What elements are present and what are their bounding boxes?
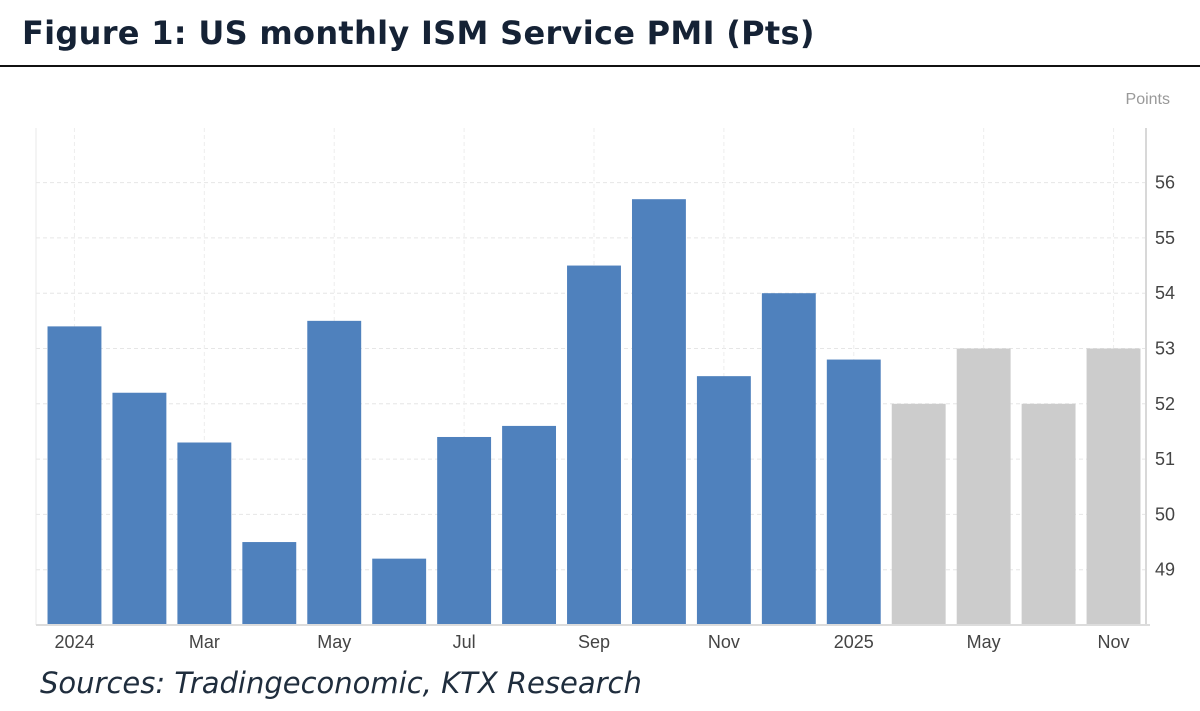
y-tick-label: 55: [1155, 228, 1175, 248]
axes: 49 50 51 52 53 54 55 56 2024 Mar May Jul Sep Nov 2025 M…: [35, 128, 1175, 652]
bar-actual: [112, 392, 167, 625]
y-tick-label: 49: [1155, 560, 1175, 580]
x-tick-label: Jul: [453, 632, 476, 652]
x-tick-label: Nov: [1098, 632, 1130, 652]
y-tick-label: 54: [1155, 283, 1175, 303]
bar-actual: [437, 436, 492, 625]
x-tick-label: Nov: [708, 632, 740, 652]
x-tick-label: May: [317, 632, 351, 652]
bars: [47, 199, 1141, 625]
x-tick-label: 2024: [54, 632, 94, 652]
x-tick-label: Mar: [189, 632, 220, 652]
bar-actual: [372, 558, 427, 625]
y-tick-label: 56: [1155, 173, 1175, 193]
x-tick-label: 2025: [834, 632, 874, 652]
bar-actual: [47, 326, 102, 625]
bar-actual: [242, 542, 297, 625]
bar-actual: [177, 442, 232, 625]
title-divider: [0, 65, 1200, 67]
bar-forecast: [956, 348, 1011, 625]
y-tick-label: 51: [1155, 449, 1175, 469]
y-axis-unit-label: Points: [1126, 91, 1170, 108]
y-tick-label: 50: [1155, 504, 1175, 524]
bar-actual: [761, 293, 816, 625]
bar-forecast: [1021, 403, 1076, 625]
y-tick-label: 53: [1155, 339, 1175, 359]
bar-forecast: [891, 403, 946, 625]
bar-actual: [696, 376, 751, 625]
x-tick-label: May: [967, 632, 1001, 652]
bar-actual: [631, 199, 686, 625]
bar-actual: [502, 425, 557, 625]
bar-actual: [567, 265, 621, 625]
source-note: Sources: Tradingeconomic, KTX Research: [40, 666, 642, 700]
bar-actual: [826, 359, 881, 625]
figure-title: Figure 1: US monthly ISM Service PMI (Pt…: [22, 14, 815, 52]
bar-chart: 49 50 51 52 53 54 55 56 2024 Mar May Jul Sep Nov 2025 M…: [35, 91, 1175, 652]
x-tick-label: Sep: [578, 632, 610, 652]
y-tick-label: 52: [1155, 394, 1175, 414]
bar-forecast: [1086, 348, 1141, 625]
bar-actual: [307, 320, 362, 625]
